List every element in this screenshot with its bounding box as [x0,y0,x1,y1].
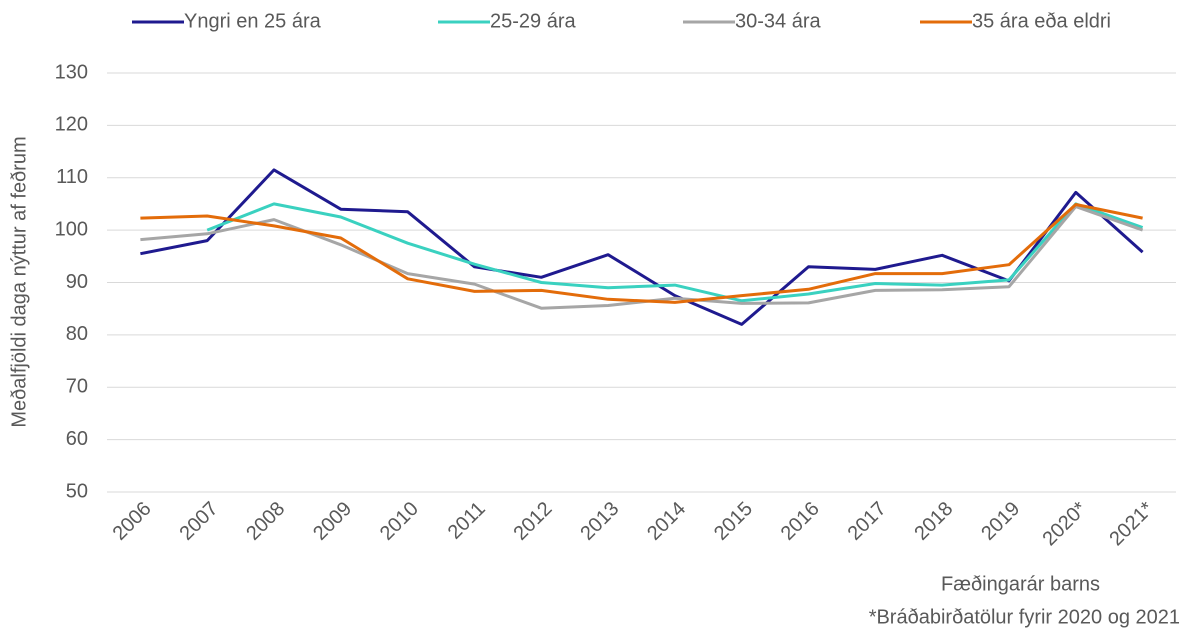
x-tick-label: 2013 [576,498,623,545]
y-tick-label: 130 [55,61,88,83]
y-tick-label: 80 [66,323,88,345]
x-tick-label: 2014 [643,498,690,545]
x-tick-label: 2011 [444,498,490,544]
y-tick-label: 90 [66,271,88,293]
x-tick-label: 2009 [309,498,356,545]
x-tick-label: 2020* [1039,498,1092,551]
legend-label: Yngri en 25 ára [184,10,322,32]
series-line [140,205,1144,310]
y-tick-label: 100 [55,218,88,240]
x-tick-label: 2008 [242,498,289,545]
y-tick-label: 60 [66,428,88,450]
x-axis-label: Fæðingarár barns [941,573,1100,595]
y-tick-label: 110 [56,166,88,188]
x-tick-label: 2016 [777,498,824,545]
x-tick-label: 2021* [1105,498,1158,551]
y-tick-label: 70 [66,376,88,398]
x-tick-label: 2019 [977,498,1024,545]
legend-label: 25-29 ára [490,10,576,32]
x-tick-label: 2010 [376,498,423,545]
series-line [206,202,1144,303]
y-axis-label: Meðalfjöldi daga nýttur af feðrum [8,136,30,427]
note: *Bráðabirðatölur fyrir 2020 og 2021 [869,606,1180,628]
x-tick-label: 2006 [109,498,156,545]
x-tick-label: 2007 [175,498,222,545]
series-line [140,203,1143,304]
x-tick-label: 2015 [710,498,757,545]
legend-label: 35 ára eða eldri [972,10,1111,32]
y-tick-label: 50 [66,480,88,502]
x-tick-label: 2018 [910,498,957,545]
x-tick-label: 2012 [510,498,557,545]
legend-label: 30-34 ára [735,10,821,32]
x-tick-label: 2017 [844,498,891,545]
y-tick-label: 120 [55,114,88,136]
